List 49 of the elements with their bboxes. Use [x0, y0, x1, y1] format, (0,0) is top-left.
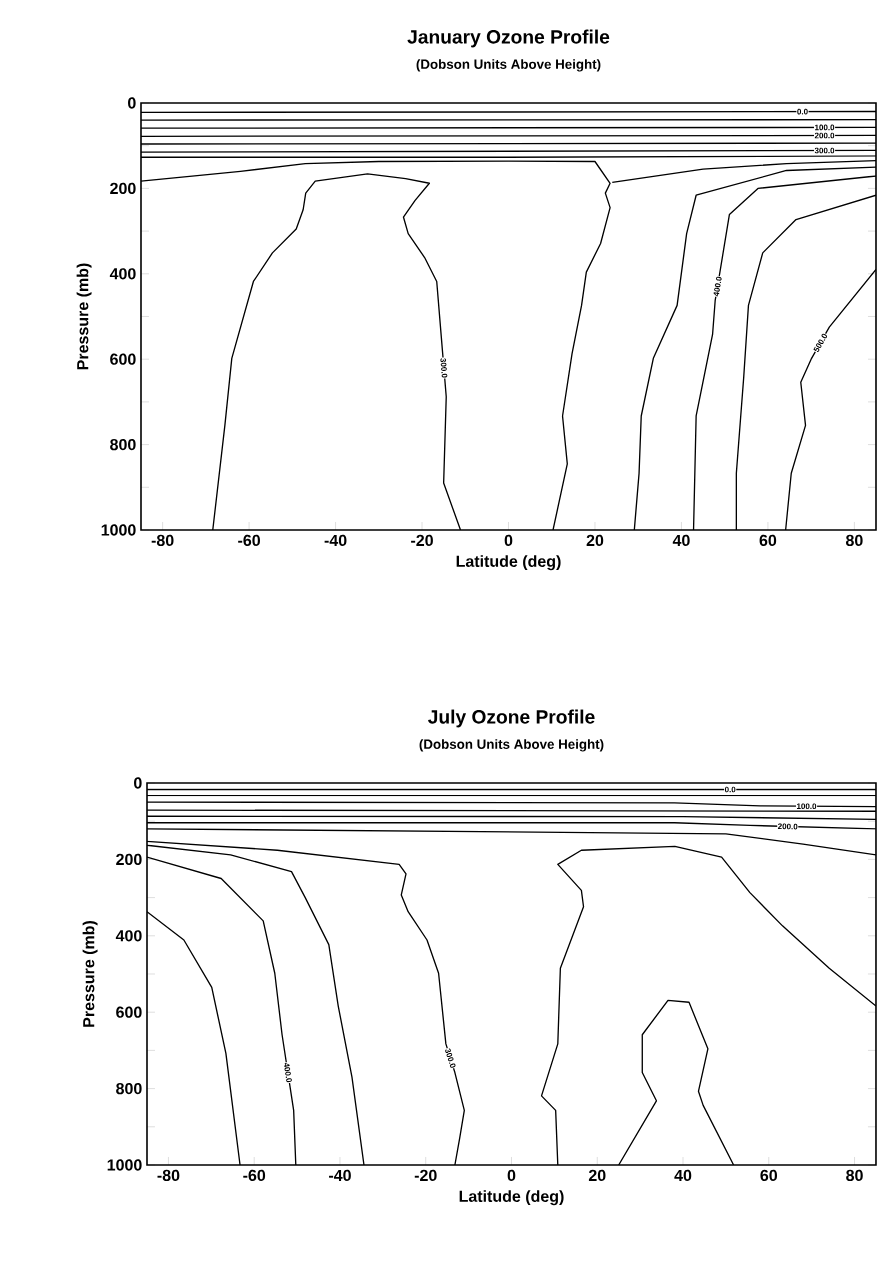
- x-tick-label: 80: [845, 534, 863, 547]
- y-tick-label: 800: [110, 438, 136, 451]
- series-label: 0.0: [797, 108, 808, 115]
- text: 400.0: [284, 1062, 292, 1083]
- y-tick-label: 600: [116, 1006, 142, 1018]
- x-tick-label: -60: [238, 534, 260, 547]
- x-tick-label: 0: [507, 1169, 516, 1182]
- chart-title: July Ozone Profile: [428, 709, 595, 728]
- chart-subtitle: (Dobson Units Above Height): [416, 59, 601, 72]
- text: 400.0: [713, 276, 722, 297]
- x-tick-label: -40: [324, 534, 347, 547]
- x-tick-label: 20: [588, 1169, 606, 1182]
- x-tick-label: 20: [586, 534, 604, 547]
- x-tick-label: -80: [151, 534, 174, 547]
- series-label: 100.0: [815, 124, 835, 131]
- y-tick-label: 1000: [107, 1159, 142, 1171]
- y-tick-label: 600: [110, 353, 136, 365]
- y-axis-title: Pressure (mb): [82, 921, 98, 1027]
- y-tick-label: 0: [134, 777, 142, 789]
- x-axis-title: Latitude (deg): [456, 555, 561, 571]
- x-tick-label: 40: [674, 1169, 692, 1182]
- chart-title: January Ozone Profile: [407, 29, 610, 48]
- series-label: 300.0: [814, 147, 835, 154]
- x-tick-label: 40: [672, 534, 690, 547]
- text: 300.0: [445, 1048, 456, 1068]
- y-tick-label: 0: [128, 97, 136, 109]
- series-label: 200.0: [777, 823, 798, 830]
- x-tick-label: -40: [329, 1169, 351, 1182]
- x-tick-label: 0: [504, 534, 513, 547]
- x-tick-label: -20: [414, 1169, 437, 1182]
- series-label: 200.0: [814, 132, 835, 139]
- text: 300.0: [440, 358, 448, 378]
- y-tick-label: 1000: [101, 524, 136, 536]
- y-tick-label: 800: [116, 1082, 142, 1095]
- chart-subtitle: (Dobson Units Above Height): [419, 739, 604, 752]
- x-axis-title: Latitude (deg): [459, 1190, 564, 1206]
- x-tick-label: -60: [243, 1169, 266, 1182]
- y-tick-label: 200: [116, 853, 142, 866]
- y-axis-title: Pressure (mb): [76, 263, 92, 370]
- y-tick-label: 400: [109, 268, 136, 280]
- y-tick-label: 200: [110, 182, 136, 195]
- series-label: 100.0: [796, 803, 817, 810]
- x-tick-label: -20: [411, 534, 433, 547]
- x-tick-label: 60: [760, 1169, 778, 1182]
- x-tick-label: -80: [157, 1169, 180, 1182]
- y-tick-label: 400: [115, 930, 142, 942]
- series-label: 0.0: [724, 786, 736, 793]
- x-tick-label: 60: [759, 534, 777, 547]
- x-tick-label: 80: [846, 1169, 863, 1182]
